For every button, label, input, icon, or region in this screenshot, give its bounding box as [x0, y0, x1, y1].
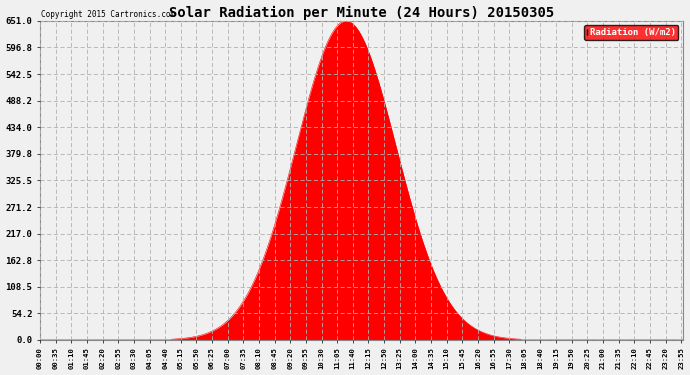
Title: Solar Radiation per Minute (24 Hours) 20150305: Solar Radiation per Minute (24 Hours) 20… [169, 6, 554, 20]
Legend: Radiation (W/m2): Radiation (W/m2) [584, 26, 678, 40]
Text: Copyright 2015 Cartronics.com: Copyright 2015 Cartronics.com [41, 10, 175, 19]
